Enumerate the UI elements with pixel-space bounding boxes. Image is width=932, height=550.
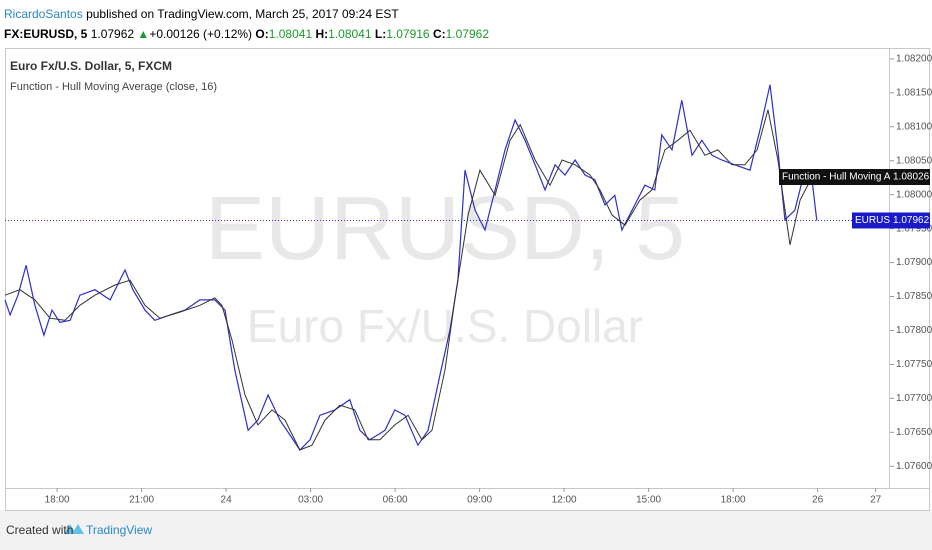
y-tick-label: 1.07750 (896, 359, 932, 370)
y-tick-label: 1.08100 (896, 121, 932, 132)
footer-created: Created with (6, 523, 73, 537)
y-tick-label: 1.07700 (896, 393, 932, 404)
x-tick-label: 06:00 (383, 495, 408, 506)
last-price: 1.07962 (90, 27, 135, 41)
ohlc-label: H: (315, 27, 329, 41)
x-tick-label: 09:00 (467, 495, 492, 506)
watermark-symbol: EURUSD, 5 (205, 179, 685, 279)
badge-name: EURUSD (855, 215, 897, 226)
ohlc-label: O: (255, 27, 269, 41)
badge-value: 1.07962 (893, 215, 930, 226)
x-tick-label: 21:00 (129, 495, 154, 506)
ohlc-value: 1.08041 (268, 27, 313, 41)
x-tick-label: 26 (812, 495, 824, 506)
y-tick-label: 1.07600 (896, 461, 932, 472)
time-axis-frame (5, 488, 930, 511)
y-tick-label: 1.08000 (896, 189, 932, 200)
ohlc-value: 1.07962 (445, 27, 490, 41)
x-tick-label: 03:00 (298, 495, 323, 506)
ohlc-value: 1.08041 (328, 27, 372, 41)
badge-name-bg (852, 212, 890, 229)
price-line (4, 109, 813, 451)
x-tick-label: 18:00 (721, 495, 746, 506)
y-tick-label: 1.08050 (896, 155, 932, 166)
watermark-description: Euro Fx/U.S. Dollar (247, 300, 643, 352)
author[interactable]: RicardoSantos (4, 7, 83, 21)
badge-value-bg (890, 212, 930, 229)
price-axis-frame (889, 48, 930, 489)
footer-brand[interactable]: TradingView (86, 523, 152, 537)
y-tick-label: 1.07900 (896, 257, 932, 268)
change: +0.00126 (+0.12%) (149, 27, 253, 41)
x-tick-label: 18:00 (45, 495, 70, 506)
legend-indicator: Function - Hull Moving Average (close, 1… (10, 81, 217, 93)
y-tick-label: 1.07800 (896, 325, 932, 336)
badge-name: Function - Hull Moving Average (782, 172, 921, 183)
badge-value: 1.08026 (893, 172, 930, 183)
footer-bg (0, 510, 932, 550)
x-tick-label: 15:00 (636, 495, 661, 506)
ohlc-label: L: (374, 27, 387, 41)
ohlc-label: C: (432, 27, 446, 41)
badge-value-bg (890, 169, 930, 186)
y-tick-label: 1.07650 (896, 427, 932, 438)
y-tick-label: 1.07950 (896, 223, 932, 234)
header: RicardoSantos published on TradingView.c… (4, 4, 489, 44)
published: published on TradingView.com, March 25, … (86, 7, 399, 21)
up-arrow: ▲ (137, 27, 150, 41)
ohlc-value: 1.07916 (386, 27, 430, 41)
x-tick-label: 27 (870, 495, 882, 506)
symbol: FX:EURUSD, 5 (4, 27, 88, 41)
y-tick-label: 1.07850 (896, 291, 932, 302)
y-tick-label: 1.08150 (896, 87, 932, 98)
header-line-1: RicardoSantos published on TradingView.c… (4, 4, 489, 24)
x-tick-label: 12:00 (552, 495, 577, 506)
legend-symbol: Euro Fx/U.S. Dollar, 5, FXCM (10, 59, 172, 73)
y-tick-label: 1.08200 (896, 54, 932, 65)
price-line (4, 84, 818, 451)
badge-name-bg (779, 169, 890, 186)
x-tick-label: 24 (221, 495, 233, 506)
header-line-2: FX:EURUSD, 5 1.07962 ▲+0.00126 (+0.12%) … (4, 24, 489, 44)
tradingview-logo (64, 524, 84, 534)
